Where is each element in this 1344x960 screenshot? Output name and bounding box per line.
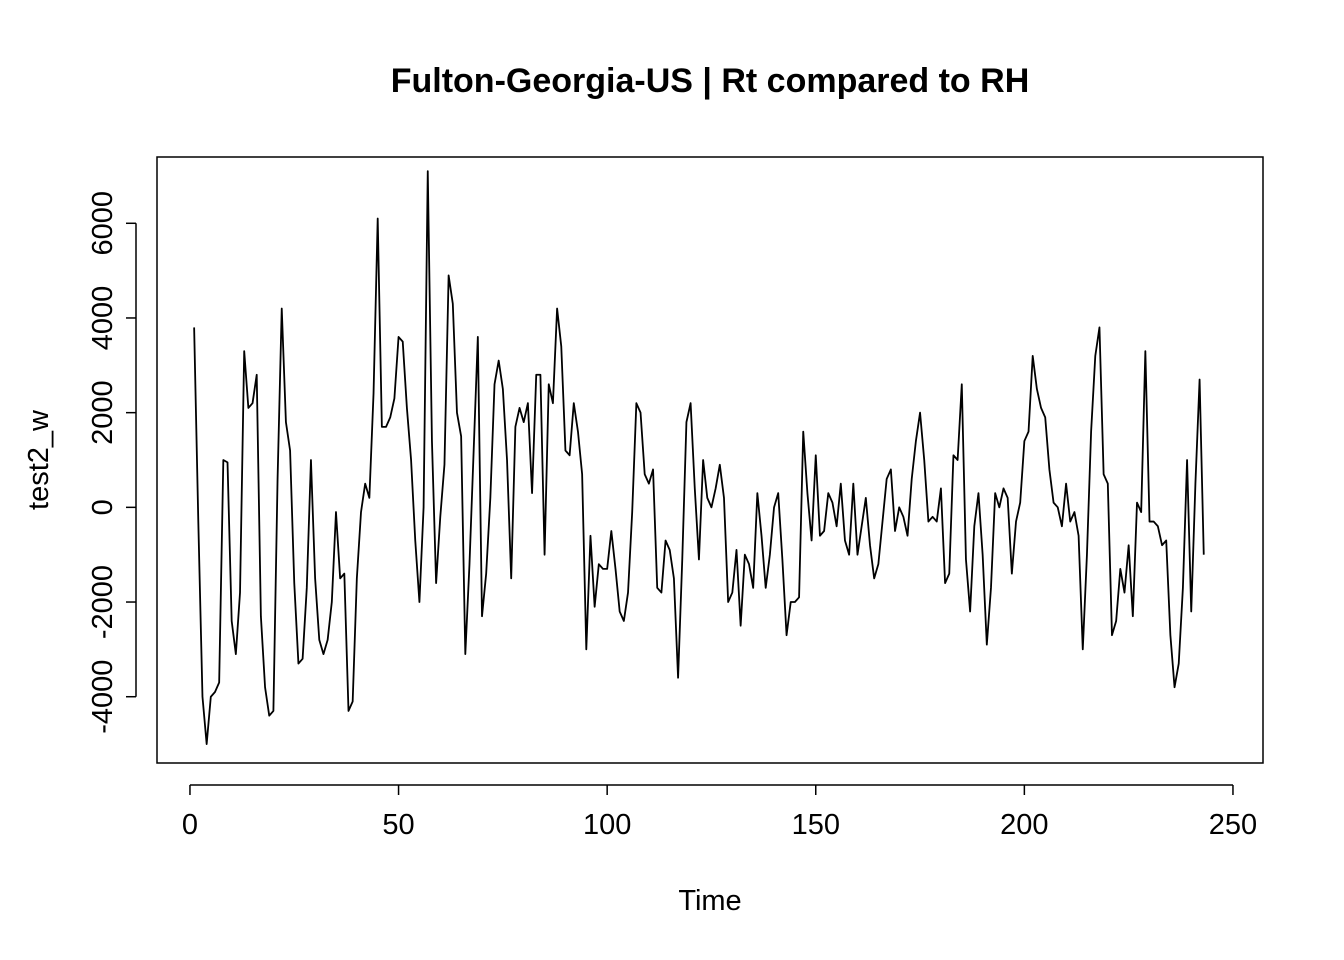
y-tick-label: -4000 xyxy=(87,660,119,734)
x-tick-label: 100 xyxy=(583,809,631,841)
y-tick-label: 6000 xyxy=(87,191,119,256)
series-line xyxy=(193,170,1205,745)
y-axis-label: test2_w xyxy=(23,409,55,510)
x-tick-label: 150 xyxy=(792,809,840,841)
y-tick-label: 0 xyxy=(87,499,119,515)
plot-frame xyxy=(156,156,1264,764)
chart-title: Fulton-Georgia-US | Rt compared to RH xyxy=(391,62,1030,100)
x-axis: 0 50 100 150 200 250 xyxy=(182,784,1257,841)
x-tick-label: 200 xyxy=(1000,809,1048,841)
x-tick-label: 50 xyxy=(382,809,414,841)
y-tick-label: -2000 xyxy=(87,565,119,639)
y-axis: -4000 -2000 0 2000 4000 6000 xyxy=(87,191,137,734)
x-tick-label: 0 xyxy=(182,809,198,841)
y-tick-label: 4000 xyxy=(87,286,119,351)
x-tick-label: 250 xyxy=(1209,809,1257,841)
x-axis-label: Time xyxy=(678,885,741,917)
y-tick-label: 2000 xyxy=(87,380,119,445)
